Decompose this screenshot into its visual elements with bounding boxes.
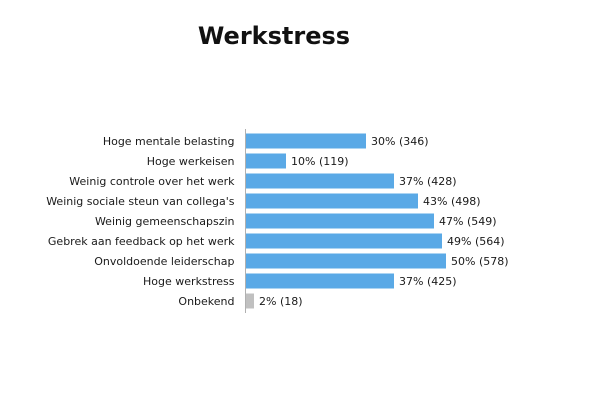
labels-layer: Hoge mentale belasting 30% (346) Hoge werk… [46,135,508,308]
bar [246,173,394,189]
bar [246,153,286,169]
bar [246,213,434,229]
bar [246,273,394,289]
category-label: Weinig controle over het werk [69,175,235,188]
category-label: Weinig sociale steun van collega's [46,195,235,208]
category-label: Onvoldoende leiderschap [94,255,234,268]
data-label: 49% (564) [447,235,505,248]
data-label: 43% (498) [423,195,481,208]
data-label: 2% (18) [259,295,303,308]
category-label: Onbekend [178,295,234,308]
category-label: Hoge mentale belasting [103,135,235,148]
category-label: Hoge werkstress [143,275,235,288]
category-label: Hoge werkeisen [147,155,235,168]
category-label: Gebrek aan feedback op het werk [48,235,235,248]
category-label: Weinig gemeenschapszin [95,215,235,228]
bar [246,233,442,249]
bar [246,293,254,309]
data-label: 47% (549) [439,215,497,228]
data-label: 37% (428) [399,175,457,188]
bar [246,193,418,209]
bars-layer [246,133,446,309]
data-label: 30% (346) [371,135,429,148]
data-label: 37% (425) [399,275,457,288]
chart-title: Werkstress [197,22,351,50]
bar [246,133,366,149]
data-label: 10% (119) [291,155,349,168]
data-label: 50% (578) [451,255,509,268]
bar [246,253,446,269]
